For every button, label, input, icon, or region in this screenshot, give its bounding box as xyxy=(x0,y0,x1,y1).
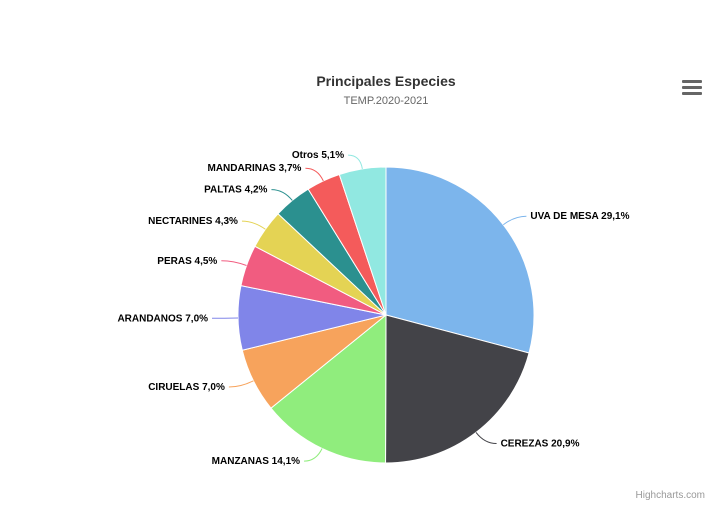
data-label: MANDARINAS 3,7% xyxy=(208,163,302,174)
data-label: MANZANAS 14,1% xyxy=(212,456,300,467)
credits-link[interactable]: Highcharts.com xyxy=(635,490,705,501)
connector-line xyxy=(503,215,527,226)
hamburger-menu-icon[interactable] xyxy=(682,80,702,98)
data-label: CEREZAS 20,9% xyxy=(501,439,580,450)
pie-slice-manzanas[interactable] xyxy=(270,313,387,464)
pie-slice-cerezas[interactable] xyxy=(385,314,530,464)
data-label: PALTAS 4,2% xyxy=(204,185,267,196)
menu-bar xyxy=(682,80,702,83)
menu-bar xyxy=(682,86,702,89)
connector-line xyxy=(228,380,254,388)
data-label: UVA DE MESA 29,1% xyxy=(530,211,629,222)
connector-line xyxy=(271,189,293,201)
data-label: ARANDANOS 7,0% xyxy=(117,313,208,324)
data-label: NECTARINES 4,3% xyxy=(148,216,238,227)
connector-line xyxy=(304,448,323,462)
chart-title: Principales Especies xyxy=(316,73,456,89)
connector-line xyxy=(348,154,363,169)
data-label: PERAS 4,5% xyxy=(157,256,217,267)
connector-line xyxy=(475,432,497,445)
connector-line xyxy=(241,220,266,230)
pie-slice-otros[interactable] xyxy=(338,166,387,316)
data-label: Otros 5,1% xyxy=(292,150,344,161)
menu-bar xyxy=(682,92,702,95)
chart-subtitle: TEMP.2020-2021 xyxy=(343,95,429,107)
data-label: CIRUELAS 7,0% xyxy=(148,382,225,393)
connector-line xyxy=(221,260,247,266)
pie-slice-uva-de-mesa[interactable] xyxy=(385,166,535,354)
connector-line xyxy=(305,167,324,182)
